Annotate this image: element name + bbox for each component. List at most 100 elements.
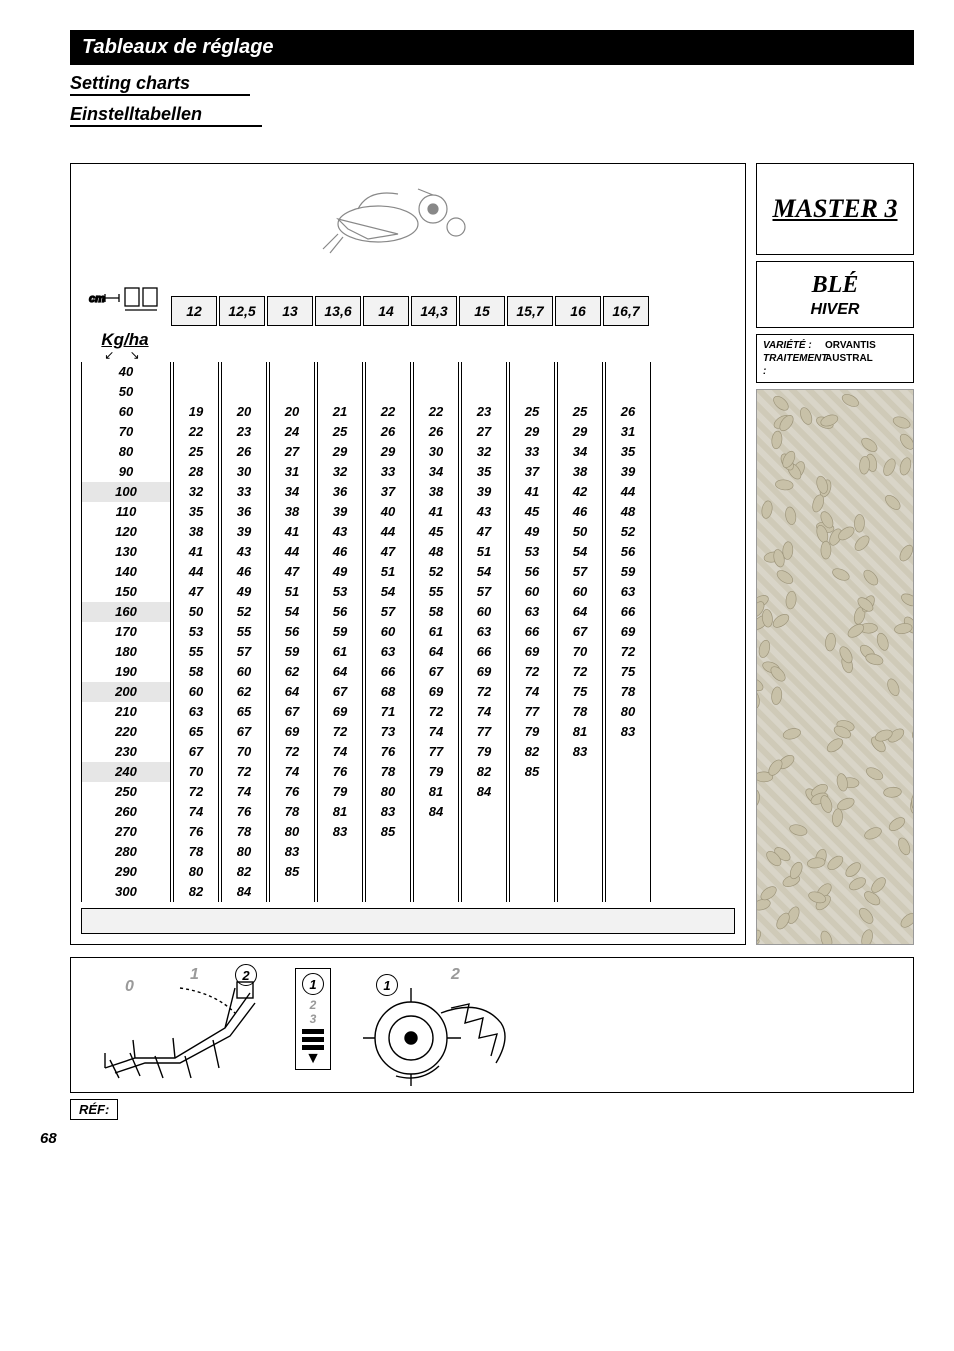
data-cell: 45 bbox=[510, 502, 554, 522]
data-cell: 73 bbox=[366, 722, 410, 742]
col-head-8: 16 bbox=[555, 296, 601, 326]
ruler-num-3: 3 bbox=[296, 1012, 330, 1026]
data-cell: 64 bbox=[318, 662, 362, 682]
kg-row: 140 bbox=[82, 562, 170, 582]
data-cell: 58 bbox=[414, 602, 458, 622]
data-cell: 72 bbox=[606, 642, 650, 662]
lever-label-2: 2 bbox=[235, 964, 257, 986]
data-cell bbox=[222, 362, 266, 382]
data-cell: 23 bbox=[462, 402, 506, 422]
data-cell bbox=[462, 842, 506, 862]
data-cell bbox=[366, 882, 410, 902]
kg-row: 50 bbox=[82, 382, 170, 402]
data-cell: 85 bbox=[270, 862, 314, 882]
treatment-value: AUSTRAL bbox=[825, 352, 873, 378]
data-cell bbox=[558, 822, 602, 842]
data-cell: 49 bbox=[222, 582, 266, 602]
crop-sub: HIVER bbox=[761, 301, 909, 319]
data-cell: 56 bbox=[606, 542, 650, 562]
data-cell: 44 bbox=[270, 542, 314, 562]
data-cell: 72 bbox=[510, 662, 554, 682]
kg-row: 150 bbox=[82, 582, 170, 602]
data-cell: 46 bbox=[318, 542, 362, 562]
col-head-0: 12 bbox=[171, 296, 217, 326]
data-cell bbox=[510, 842, 554, 862]
data-cell: 30 bbox=[222, 462, 266, 482]
data-cell: 59 bbox=[270, 642, 314, 662]
data-cell: 22 bbox=[414, 402, 458, 422]
data-cell: 58 bbox=[174, 662, 218, 682]
data-cell: 20 bbox=[270, 402, 314, 422]
data-col-0: 1922252832353841444750535558606365677072… bbox=[173, 362, 219, 902]
data-cell: 40 bbox=[366, 502, 410, 522]
data-cell: 69 bbox=[270, 722, 314, 742]
data-cell: 69 bbox=[510, 642, 554, 662]
data-cell: 63 bbox=[366, 642, 410, 662]
title-bar: Tableaux de réglage bbox=[70, 30, 914, 65]
data-cell: 24 bbox=[270, 422, 314, 442]
data-cell: 60 bbox=[174, 682, 218, 702]
data-cell bbox=[558, 362, 602, 382]
subtitle-1: Setting charts bbox=[70, 73, 250, 96]
crop-main: BLÉ bbox=[761, 272, 909, 299]
data-cell: 38 bbox=[270, 502, 314, 522]
arrow-down-icon: ▼ bbox=[296, 1053, 330, 1065]
data-cell: 74 bbox=[414, 722, 458, 742]
data-cell bbox=[270, 882, 314, 902]
data-cell: 35 bbox=[462, 462, 506, 482]
data-cell: 31 bbox=[270, 462, 314, 482]
data-cell bbox=[366, 362, 410, 382]
data-cell: 30 bbox=[414, 442, 458, 462]
data-cell: 62 bbox=[222, 682, 266, 702]
data-cell: 67 bbox=[270, 702, 314, 722]
data-cell: 76 bbox=[174, 822, 218, 842]
data-cell bbox=[462, 882, 506, 902]
data-cell: 26 bbox=[366, 422, 410, 442]
data-cell: 70 bbox=[222, 742, 266, 762]
data-cell: 57 bbox=[558, 562, 602, 582]
data-cell: 82 bbox=[222, 862, 266, 882]
data-cell: 43 bbox=[318, 522, 362, 542]
ruler-circle-1: 1 bbox=[302, 973, 324, 995]
data-cell: 32 bbox=[174, 482, 218, 502]
data-cell: 69 bbox=[414, 682, 458, 702]
data-cell: 36 bbox=[222, 502, 266, 522]
data-cell bbox=[510, 802, 554, 822]
data-cell: 56 bbox=[270, 622, 314, 642]
data-cell: 72 bbox=[174, 782, 218, 802]
kg-row: 110 bbox=[82, 502, 170, 522]
data-cell bbox=[510, 882, 554, 902]
data-cell: 27 bbox=[270, 442, 314, 462]
data-cell: 63 bbox=[606, 582, 650, 602]
col-head-7: 15,7 bbox=[507, 296, 553, 326]
data-cell: 50 bbox=[558, 522, 602, 542]
data-cell: 85 bbox=[366, 822, 410, 842]
data-cell: 60 bbox=[510, 582, 554, 602]
kg-row: 250 bbox=[82, 782, 170, 802]
data-cell: 57 bbox=[462, 582, 506, 602]
data-cell: 39 bbox=[606, 462, 650, 482]
data-cell: 66 bbox=[462, 642, 506, 662]
data-cell: 67 bbox=[558, 622, 602, 642]
data-cell bbox=[414, 882, 458, 902]
kg-row: 280 bbox=[82, 842, 170, 862]
data-cell: 78 bbox=[222, 822, 266, 842]
data-cell: 70 bbox=[174, 762, 218, 782]
data-cell: 74 bbox=[270, 762, 314, 782]
data-cell: 41 bbox=[510, 482, 554, 502]
data-cell: 57 bbox=[222, 642, 266, 662]
data-cell: 25 bbox=[510, 402, 554, 422]
data-cell: 66 bbox=[510, 622, 554, 642]
data-cell: 80 bbox=[606, 702, 650, 722]
data-cell: 83 bbox=[558, 742, 602, 762]
lever-diagram: 0 1 2 bbox=[85, 968, 275, 1088]
data-cell: 80 bbox=[366, 782, 410, 802]
data-cell: 22 bbox=[174, 422, 218, 442]
col-head-1: 12,5 bbox=[219, 296, 265, 326]
data-cell bbox=[174, 362, 218, 382]
ruler-bars-icon bbox=[296, 1029, 330, 1050]
data-cell: 25 bbox=[318, 422, 362, 442]
data-cell: 62 bbox=[270, 662, 314, 682]
data-cell: 65 bbox=[222, 702, 266, 722]
data-cell: 32 bbox=[318, 462, 362, 482]
